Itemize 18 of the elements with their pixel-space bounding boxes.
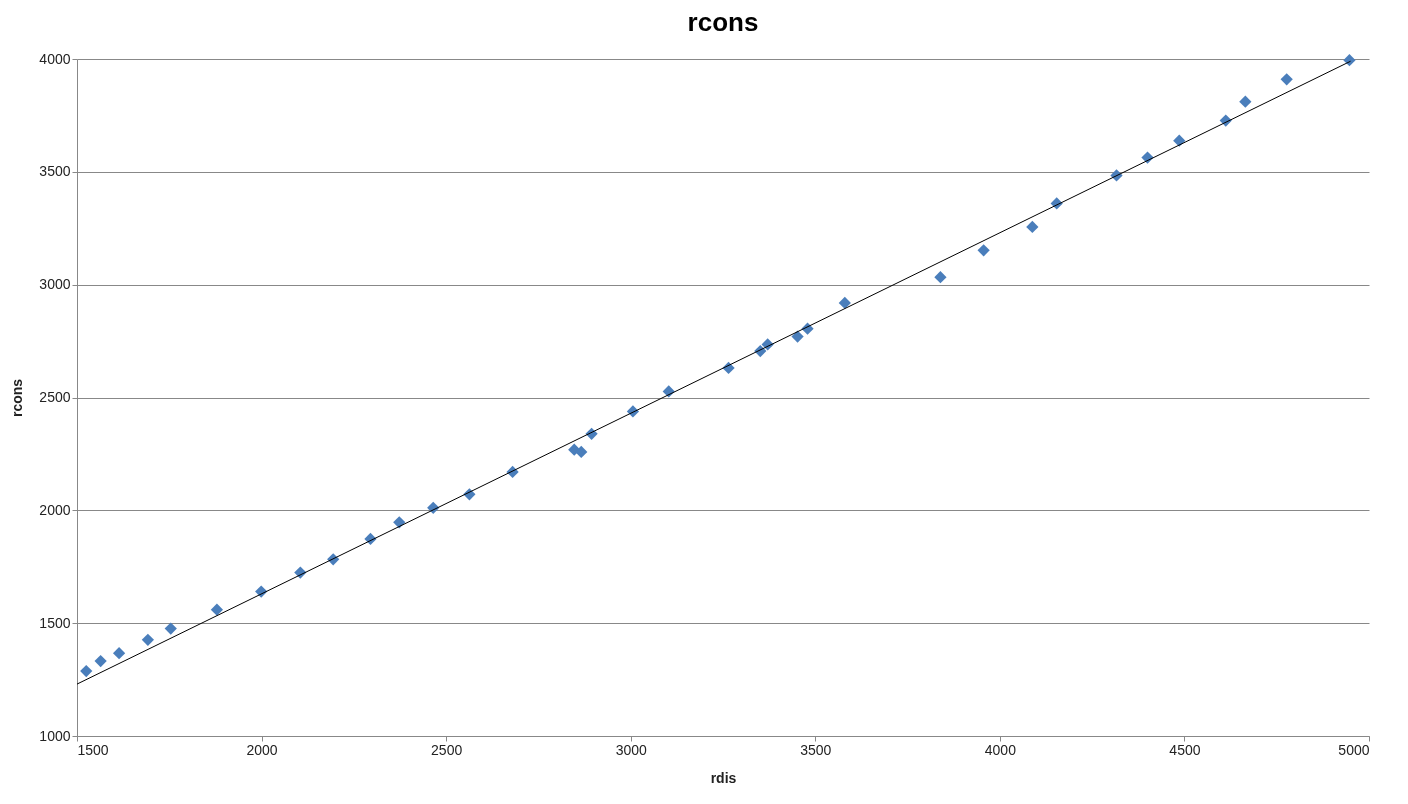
- y-tick-label: 1000: [39, 727, 71, 744]
- y-tick-label: 3500: [39, 163, 71, 180]
- x-tick-label: 2500: [431, 741, 463, 758]
- x-tick-label: 5000: [1338, 741, 1370, 758]
- x-tick-label: 2000: [246, 741, 278, 758]
- y-tick-label: 1500: [39, 614, 71, 631]
- y-tick-label: 3000: [39, 276, 71, 293]
- y-tick-label: 2500: [39, 389, 71, 405]
- x-axis-title: rdis: [710, 769, 737, 786]
- y-tick-label: 4000: [39, 50, 71, 67]
- x-tick-label: 4500: [1169, 741, 1201, 758]
- x-tick-label: 3000: [615, 741, 647, 758]
- x-tick-label: 1500: [77, 741, 109, 758]
- y-tick-label: 2000: [39, 501, 71, 518]
- chart-title: rcons: [687, 7, 759, 37]
- x-tick-label: 4000: [984, 741, 1017, 758]
- x-tick-label: 3500: [800, 741, 832, 758]
- y-axis-title: rcons: [9, 378, 26, 418]
